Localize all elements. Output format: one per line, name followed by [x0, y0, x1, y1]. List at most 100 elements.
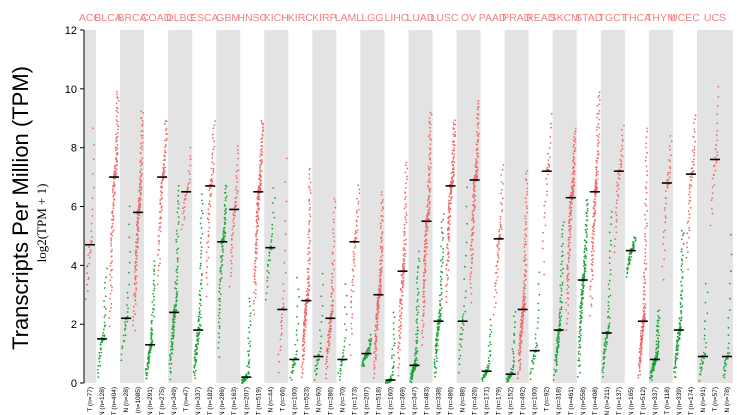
data-point	[156, 253, 159, 256]
data-point	[666, 184, 669, 187]
data-point	[584, 229, 587, 231]
data-point	[416, 332, 419, 335]
cancer-label: OV	[461, 12, 476, 24]
data-point	[614, 211, 617, 214]
data-point	[92, 186, 95, 189]
data-point	[114, 170, 117, 172]
data-point	[548, 147, 551, 149]
data-point	[618, 168, 621, 171]
data-point	[524, 269, 526, 271]
data-point	[255, 251, 258, 254]
data-point	[568, 207, 571, 209]
data-point	[566, 275, 569, 278]
data-point	[282, 302, 285, 305]
data-point	[446, 283, 448, 286]
data-point	[628, 259, 631, 262]
data-point	[593, 227, 595, 230]
data-point	[584, 257, 587, 260]
data-point	[104, 307, 107, 310]
data-point	[680, 265, 683, 267]
data-point	[332, 218, 335, 221]
data-point	[218, 327, 221, 329]
data-point	[715, 161, 718, 164]
data-point	[255, 235, 257, 238]
data-point	[524, 215, 527, 218]
data-point	[593, 222, 595, 225]
data-point	[304, 326, 307, 329]
cancer-label: BLCA	[94, 12, 121, 24]
data-point	[704, 282, 707, 285]
data-point	[711, 192, 714, 195]
data-point	[525, 172, 527, 175]
data-point	[524, 197, 527, 200]
data-point	[373, 351, 376, 353]
data-point	[422, 305, 425, 308]
group-label: N (n=558)	[580, 387, 587, 415]
cancer-band	[264, 30, 289, 383]
data-point	[270, 241, 273, 243]
data-point	[513, 340, 515, 342]
data-point	[211, 161, 214, 164]
data-point	[621, 155, 624, 158]
data-point	[90, 222, 93, 225]
data-point	[307, 282, 309, 284]
data-point	[561, 228, 564, 231]
data-point	[560, 315, 563, 318]
data-point	[327, 339, 330, 342]
data-point	[402, 273, 405, 276]
data-point	[608, 279, 611, 282]
data-point	[377, 299, 380, 302]
data-point	[447, 247, 449, 250]
data-point	[401, 285, 404, 288]
data-point	[578, 350, 580, 353]
data-point	[423, 250, 426, 252]
data-point	[112, 215, 115, 218]
data-point	[110, 289, 113, 292]
data-point	[428, 172, 431, 175]
data-point	[165, 127, 168, 130]
data-point	[687, 210, 690, 213]
data-point	[598, 99, 601, 101]
data-point	[523, 280, 526, 282]
data-point	[98, 360, 101, 363]
data-point	[149, 347, 151, 350]
data-point	[86, 290, 89, 292]
data-point	[701, 368, 703, 371]
data-point	[200, 246, 203, 249]
data-point	[169, 358, 172, 361]
data-point	[644, 202, 647, 205]
data-point	[638, 356, 641, 359]
data-point	[153, 260, 156, 262]
data-point	[175, 241, 178, 243]
data-point	[355, 231, 358, 234]
data-point	[499, 224, 502, 226]
data-point	[220, 260, 223, 263]
data-point	[197, 327, 200, 329]
data-point	[585, 231, 588, 233]
data-point	[193, 366, 196, 369]
data-point	[373, 366, 376, 368]
data-point	[201, 233, 204, 235]
data-point	[135, 257, 138, 260]
data-point	[440, 270, 442, 273]
data-point	[591, 232, 594, 235]
data-point	[309, 259, 311, 261]
data-point	[519, 368, 522, 370]
data-point	[657, 319, 660, 322]
data-point	[715, 144, 717, 147]
data-point	[176, 260, 179, 263]
data-point	[87, 276, 90, 279]
data-point	[461, 333, 463, 335]
data-point	[439, 321, 441, 324]
data-point	[498, 242, 500, 245]
data-point	[571, 160, 574, 162]
data-point	[247, 353, 250, 356]
data-point	[645, 187, 648, 190]
data-point	[393, 316, 396, 319]
data-point	[164, 122, 166, 125]
data-point	[478, 132, 480, 135]
data-point	[328, 322, 331, 324]
data-point	[303, 322, 305, 325]
data-point	[471, 248, 474, 251]
data-point	[583, 272, 586, 275]
